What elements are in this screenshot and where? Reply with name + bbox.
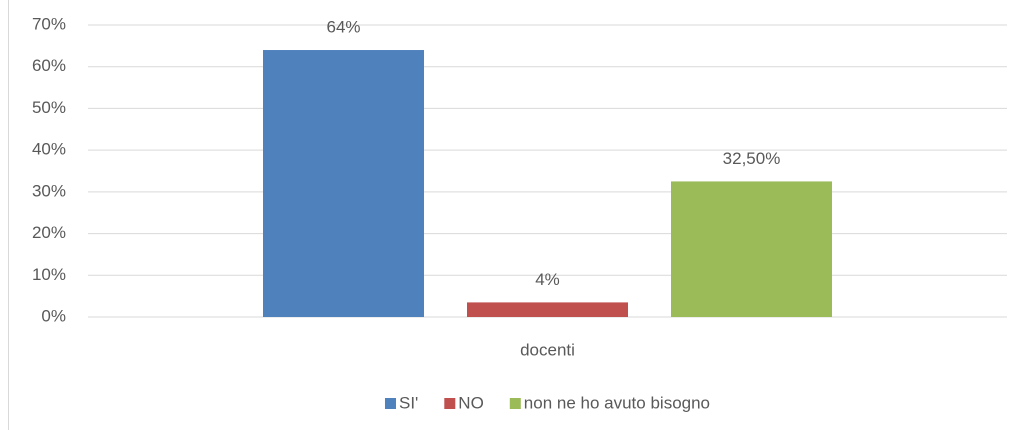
- legend-label: SI': [399, 393, 418, 412]
- y-tick-label: 60%: [32, 56, 66, 75]
- y-tick-label: 70%: [32, 14, 66, 33]
- legend-swatch: [509, 398, 521, 409]
- y-tick-label: 20%: [32, 223, 66, 242]
- y-tick-label: 50%: [32, 98, 66, 117]
- data-label: 4%: [535, 270, 560, 289]
- y-tick-label: 30%: [32, 181, 66, 200]
- y-tick-label: 10%: [32, 265, 66, 284]
- y-tick-label: 0%: [41, 306, 66, 325]
- legend-label: NO: [458, 393, 484, 412]
- data-label: 64%: [326, 18, 360, 37]
- bar: [263, 50, 424, 318]
- data-label: 32,50%: [723, 149, 781, 168]
- legend-swatch: [444, 398, 456, 409]
- bar: [671, 181, 832, 317]
- bar: [467, 302, 628, 317]
- x-tick-label: docenti: [520, 340, 575, 359]
- legend-swatch: [384, 398, 396, 409]
- legend-label: non ne ho avuto bisogno: [524, 393, 710, 412]
- y-tick-label: 40%: [32, 140, 66, 159]
